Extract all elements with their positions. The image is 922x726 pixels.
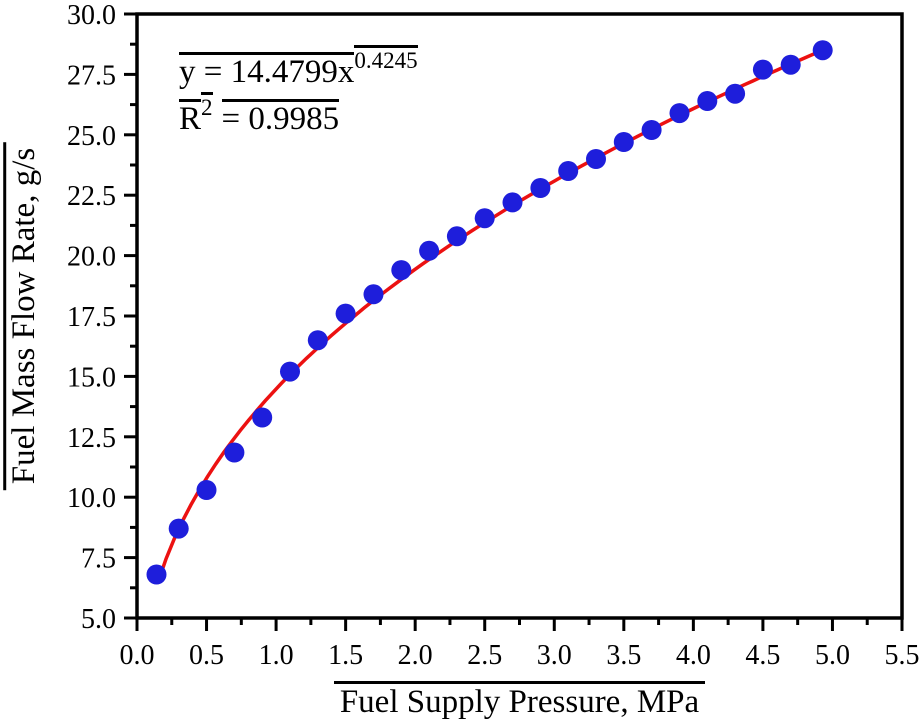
x-tick-label: 5.5 — [885, 640, 920, 671]
x-tick-label: 3.0 — [537, 640, 572, 671]
y-tick-label: 15.0 — [67, 362, 116, 393]
r-squared-symbol: R — [179, 99, 202, 137]
data-point — [335, 303, 356, 324]
data-point — [363, 284, 384, 305]
x-tick-label: 1.0 — [259, 640, 294, 671]
data-point — [280, 361, 300, 382]
data-point — [558, 161, 579, 181]
y-tick-label: 30.0 — [67, 0, 116, 31]
data-point — [146, 564, 167, 585]
data-point — [725, 83, 746, 104]
y-tick-label: 22.5 — [67, 181, 116, 212]
data-point — [446, 226, 467, 247]
x-tick-label: 0.5 — [189, 640, 224, 671]
data-point — [641, 120, 662, 140]
y-tick-label: 27.5 — [67, 60, 116, 91]
x-tick-label: 4.5 — [745, 640, 780, 671]
data-point — [419, 240, 440, 261]
data-point — [780, 54, 801, 75]
data-point — [530, 178, 551, 198]
x-tick-label: 2.0 — [398, 640, 433, 671]
data-point — [812, 40, 833, 61]
data-point — [224, 442, 245, 463]
y-tick-label: 20.0 — [67, 242, 116, 273]
data-point — [196, 480, 217, 500]
data-point — [669, 103, 690, 124]
x-axis-title-wrap: Fuel Supply Pressure, MPa — [137, 681, 902, 719]
fit-equation-exponent: 0.4245 — [354, 45, 418, 72]
x-tick-label: 1.5 — [328, 640, 363, 671]
data-point — [613, 132, 634, 152]
data-point — [391, 260, 412, 281]
r-squared-line: R2 = 0.9985 — [179, 92, 418, 146]
y-tick-label: 5.0 — [81, 604, 116, 635]
data-point — [586, 149, 606, 169]
y-tick-label: 17.5 — [67, 302, 116, 333]
x-tick-label: 5.0 — [815, 640, 850, 671]
r-squared-exponent: 2 — [201, 92, 213, 119]
fit-equation-base: y = 14.4799x — [179, 52, 355, 90]
fit-equation-line: y = 14.4799x0.4245 — [179, 45, 418, 99]
x-tick-label: 4.0 — [676, 640, 711, 671]
x-axis-title: Fuel Supply Pressure, MPa — [333, 681, 706, 719]
y-tick-label: 10.0 — [67, 483, 116, 514]
data-point — [168, 518, 189, 539]
y-tick-label: 25.0 — [67, 121, 116, 152]
data-point — [752, 59, 773, 80]
x-tick-label: 3.5 — [606, 640, 641, 671]
data-point — [502, 192, 523, 213]
r-squared-value: = 0.9985 — [221, 99, 340, 137]
y-axis-title: Fuel Mass Flow Rate, g/s — [3, 141, 42, 491]
data-point — [474, 208, 495, 229]
data-point — [307, 330, 328, 351]
data-point — [697, 91, 718, 111]
x-tick-label: 2.5 — [467, 640, 502, 671]
data-point — [252, 407, 273, 428]
fit-annotation: y = 14.4799x0.4245 R2 = 0.9985 — [179, 45, 418, 146]
x-tick-label: 0.0 — [120, 640, 155, 671]
y-tick-label: 7.5 — [81, 544, 116, 575]
y-tick-label: 12.5 — [67, 423, 116, 454]
